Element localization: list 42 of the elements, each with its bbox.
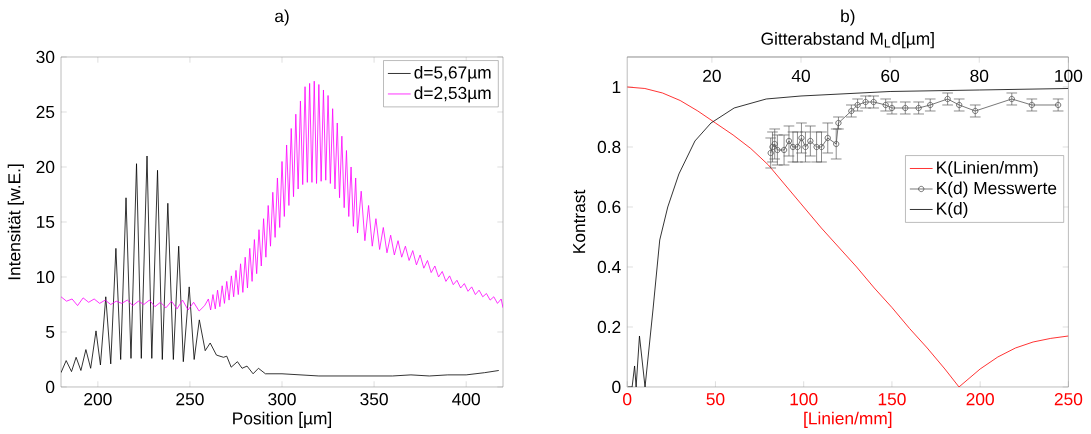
x-tick-label: 400 <box>452 393 480 406</box>
y-tick-label: 5 <box>46 325 55 339</box>
x-tick-label: 0 <box>623 393 632 406</box>
x-tick-label: 50 <box>706 393 725 406</box>
y-tick-label: 15 <box>37 215 55 229</box>
x-tick-label: 250 <box>176 393 204 406</box>
y-tick-label: 10 <box>37 270 55 284</box>
x2-axis-title: Gitterabstand M$_{L}$d[µm] <box>761 32 934 49</box>
x-tick-label: 300 <box>268 393 296 406</box>
x-axis-title: Position [µm] <box>233 411 332 428</box>
y-tick-label: 0 <box>46 380 55 394</box>
x-tick-label: 200 <box>84 393 112 406</box>
legend-label: K(d) Messwerte <box>937 181 1057 198</box>
legend-label: d=5,67µm <box>414 65 491 83</box>
x2-tick-label: 80 <box>970 69 989 82</box>
x2-tick-label: 60 <box>881 69 900 82</box>
y-tick-label: 30 <box>36 50 55 64</box>
x-tick-label: 150 <box>878 393 906 406</box>
y-tick-label: 0.4 <box>597 260 621 274</box>
y-tick-label: 0.2 <box>597 320 621 334</box>
y-tick-label: 1 <box>612 81 621 93</box>
legend-label: K(Linien/mm) <box>937 160 1038 178</box>
y-tick-label: 0.8 <box>597 140 621 154</box>
chart-title: b) <box>841 9 855 26</box>
legend-label: d=2,53µm <box>414 86 491 103</box>
x-tick-label: 100 <box>790 393 818 406</box>
x-tick-label: 250 <box>1054 393 1083 406</box>
y-tick-label: 0.6 <box>597 200 621 214</box>
y-tick-label: 25 <box>36 105 55 119</box>
y-tick-label: 20 <box>36 160 55 174</box>
x2-tick-label: 20 <box>703 69 721 82</box>
line-series <box>61 80 504 312</box>
x2-tick-label: 100 <box>1055 69 1083 82</box>
x2-tick-label: 40 <box>791 69 810 82</box>
y-tick-label: 0 <box>612 380 621 394</box>
legend-label: K(d) <box>937 201 968 219</box>
chart-title: a) <box>275 9 289 26</box>
y-axis-title: Intensität [w.E.] <box>7 164 24 280</box>
y-axis-title: Kontrast <box>573 189 586 253</box>
x-axis-title: [Linien/mm] <box>804 411 892 428</box>
x-tick-label: 350 <box>360 393 388 406</box>
x-tick-label: 200 <box>966 393 994 406</box>
